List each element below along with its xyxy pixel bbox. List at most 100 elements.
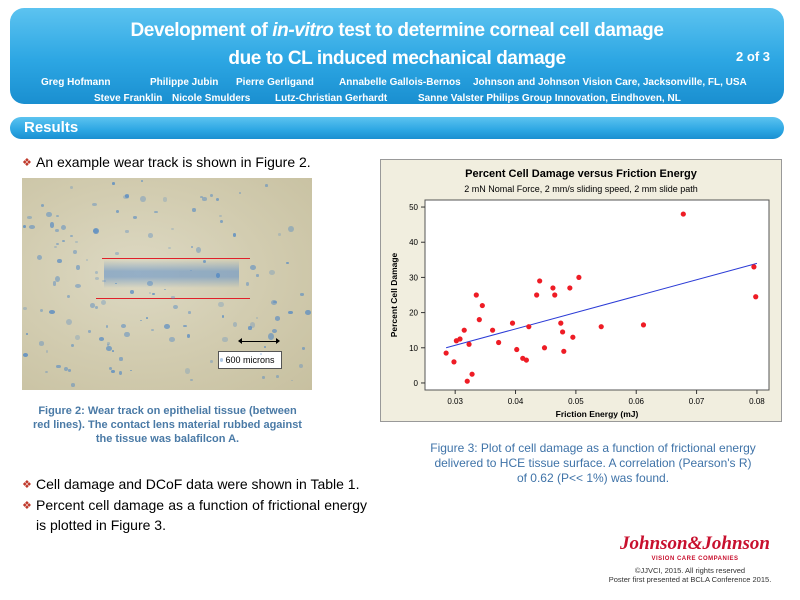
cell-speck <box>263 346 267 348</box>
cell-speck <box>75 241 78 243</box>
cell-speck <box>210 359 214 363</box>
cell-speck <box>40 309 44 313</box>
cell-speck <box>69 235 73 238</box>
cell-speck <box>219 358 224 363</box>
data-point <box>570 334 576 340</box>
diamond-bullet-icon: ❖ <box>22 500 32 512</box>
cell-speck <box>290 379 294 382</box>
cell-speck <box>85 259 89 262</box>
cell-speck <box>300 293 304 296</box>
cell-speck <box>99 337 105 341</box>
wear-track-photo: 600 microns <box>22 178 312 390</box>
data-point <box>443 350 449 356</box>
data-point <box>526 324 532 330</box>
poster-title-line1: Development of in-vitro test to determin… <box>130 20 664 41</box>
cell-speck <box>167 246 171 250</box>
data-point <box>753 294 759 300</box>
data-point <box>552 292 558 298</box>
y-axis-label: Percent Cell Damage <box>389 252 399 337</box>
scale-bar-icon <box>238 338 280 344</box>
cell-speck <box>92 203 97 207</box>
cell-speck <box>115 283 118 285</box>
cell-speck <box>44 370 49 374</box>
data-point <box>514 346 520 353</box>
cell-speck <box>147 281 154 286</box>
cell-speck <box>106 342 111 345</box>
cell-speck <box>202 197 207 201</box>
cell-speck <box>63 367 68 372</box>
author-name: Pierre Gerligand <box>236 77 314 88</box>
cell-speck <box>112 182 115 186</box>
cell-speck <box>238 191 241 194</box>
cell-speck <box>54 246 57 249</box>
cell-speck <box>273 300 278 304</box>
cell-speck <box>124 194 130 198</box>
x-tick-label: 0.07 <box>689 397 705 406</box>
cell-speck <box>265 184 268 187</box>
cell-speck <box>75 284 81 289</box>
cell-speck <box>118 371 123 376</box>
cell-speck <box>187 311 192 314</box>
cell-speck <box>203 260 207 264</box>
author-name: Philippe Jubin <box>150 77 219 88</box>
affiliation: Sanne Valster Philips Group Innovation, … <box>418 93 681 104</box>
cell-speck <box>186 334 190 338</box>
cell-speck <box>150 328 154 331</box>
cell-speck <box>170 227 175 230</box>
cell-speck <box>70 343 75 348</box>
cell-speck <box>57 259 62 264</box>
cell-speck <box>111 369 115 373</box>
data-point <box>640 322 647 328</box>
cell-speck <box>288 225 294 232</box>
bullet-item: ❖ An example wear track is shown in Figu… <box>22 152 367 172</box>
data-point <box>534 292 540 298</box>
data-point <box>479 302 485 309</box>
cell-speck <box>56 242 60 246</box>
cell-speck <box>247 326 253 330</box>
cell-speck <box>106 343 110 347</box>
cell-speck <box>169 336 176 343</box>
cell-speck <box>66 318 73 325</box>
cell-speck <box>41 203 44 207</box>
diamond-bullet-icon: ❖ <box>22 157 32 169</box>
cell-speck <box>109 366 113 370</box>
cell-speck <box>215 197 220 202</box>
copyright-line: ©JJVCI, 2015. All rights reserved <box>634 566 746 575</box>
copyright-line: Poster first presented at BCLA Conferenc… <box>608 575 772 584</box>
chart-canvas: Percent Cell Damage versus Friction Ener… <box>389 168 770 419</box>
data-point <box>680 211 686 217</box>
diamond-bullet-icon: ❖ <box>22 479 32 491</box>
cell-speck <box>122 194 129 199</box>
cell-speck <box>140 179 144 182</box>
cell-speck <box>22 353 29 357</box>
data-point <box>469 371 475 377</box>
cell-speck <box>111 350 114 352</box>
cell-speck <box>162 197 167 202</box>
cell-speck <box>218 214 222 217</box>
cell-speck <box>164 324 170 329</box>
copyright-notice: ©JJVCI, 2015. All rights reserved Poster… <box>590 566 790 584</box>
data-point <box>489 327 496 333</box>
cell-speck <box>288 310 293 315</box>
author-name: Lutz-Christian Gerhardt <box>275 93 388 104</box>
cell-speck <box>183 324 188 328</box>
cell-speck <box>259 353 262 356</box>
cell-speck <box>148 292 151 295</box>
cell-speck <box>189 269 192 272</box>
cell-speck <box>210 193 214 198</box>
data-point <box>541 345 548 351</box>
data-point <box>576 274 582 281</box>
data-point <box>537 278 543 284</box>
bullet-text: Percent cell damage as a function of fri… <box>36 497 367 533</box>
cell-speck <box>171 296 175 299</box>
cell-speck <box>76 265 80 270</box>
regression-line <box>445 262 758 349</box>
data-point <box>550 285 556 291</box>
bullet-text: An example wear track is shown in Figure… <box>36 154 311 170</box>
cell-speck <box>145 317 149 320</box>
data-point <box>560 329 566 335</box>
poster-title-line2: due to CL induced mechanical damage <box>228 48 566 69</box>
author-name: Nicole Smulders <box>172 93 251 104</box>
cell-speck <box>218 301 224 308</box>
cell-speck <box>271 300 278 306</box>
